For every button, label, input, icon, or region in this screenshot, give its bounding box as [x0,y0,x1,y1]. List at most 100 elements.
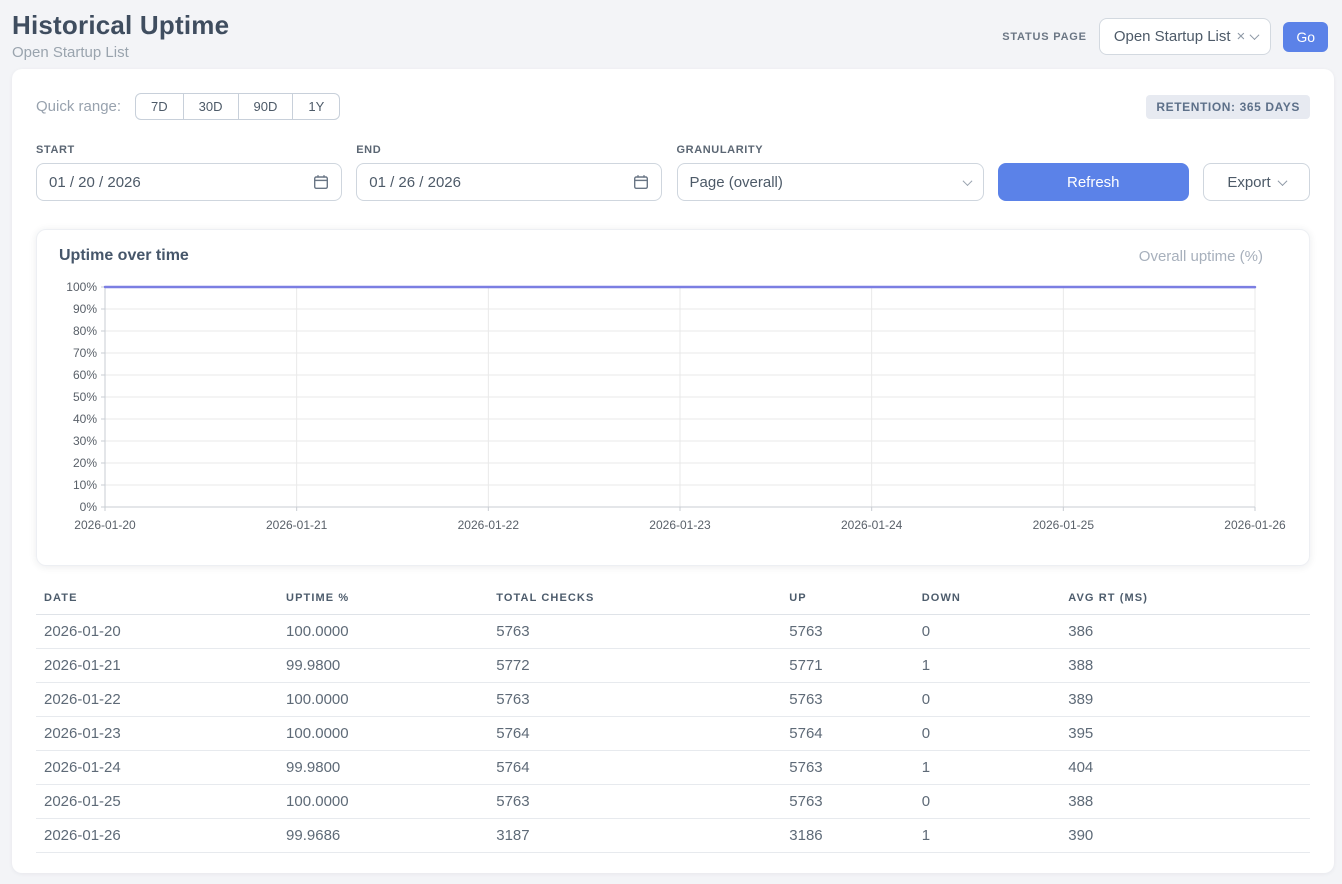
table-cell: 100.0000 [278,615,488,649]
table-cell: 5764 [488,717,781,751]
table-cell: 0 [914,615,1061,649]
granularity-value: Page (overall) [690,174,783,191]
table-cell: 100.0000 [278,683,488,717]
filter-row: START 01 / 20 / 2026 END 01 / 26 / 2026 [36,144,1310,201]
column-header-avg-rt: AVG RT (MS) [1060,588,1310,615]
svg-text:2026-01-20: 2026-01-20 [74,518,136,532]
svg-text:10%: 10% [73,478,97,492]
table-cell: 5771 [781,649,913,683]
calendar-icon[interactable] [313,174,329,190]
svg-text:60%: 60% [73,368,97,382]
table-row: 2026-01-2699.9686318731861390 [36,819,1310,853]
table-row: 2026-01-20100.0000576357630386 [36,615,1310,649]
end-date-label: END [356,144,662,156]
table-cell: 1 [914,819,1061,853]
table-header-row: DATE UPTIME % TOTAL CHECKS UP DOWN AVG R… [36,588,1310,615]
quick-range-1y-button[interactable]: 1Y [293,93,340,120]
table-cell: 5763 [781,615,913,649]
uptime-chart-svg: 0%10%20%30%40%50%60%70%80%90%100%2026-01… [59,277,1287,535]
chart-legend: Overall uptime (%) [1139,248,1263,265]
column-header-uptime: UPTIME % [278,588,488,615]
main-panel: Quick range: 7D 30D 90D 1Y RETENTION: 36… [12,69,1334,873]
top-bar: Historical Uptime Open Startup List STAT… [0,0,1342,69]
table-cell: 5763 [488,683,781,717]
table-cell: 5763 [488,615,781,649]
quick-range-label: Quick range: [36,98,121,115]
column-header-up: UP [781,588,913,615]
status-page-select-value: Open Startup List [1114,28,1231,45]
table-cell: 100.0000 [278,785,488,819]
chart-title: Uptime over time [59,247,189,265]
export-button[interactable]: Export [1203,163,1310,201]
clear-selection-icon[interactable]: × [1237,29,1246,44]
quick-range-30d-button[interactable]: 30D [184,93,239,120]
svg-text:2026-01-26: 2026-01-26 [1224,518,1286,532]
table-cell: 5763 [781,751,913,785]
table-cell: 1 [914,649,1061,683]
chevron-down-icon [1277,176,1287,186]
svg-text:2026-01-25: 2026-01-25 [1033,518,1095,532]
start-date-label: START [36,144,342,156]
table-row: 2026-01-25100.0000576357630388 [36,785,1310,819]
svg-text:30%: 30% [73,434,97,448]
retention-badge: RETENTION: 365 DAYS [1146,95,1310,119]
start-date-input[interactable]: 01 / 20 / 2026 [36,163,342,201]
granularity-group: GRANULARITY Page (overall) [677,144,984,201]
table-cell: 386 [1060,615,1310,649]
table-cell: 388 [1060,785,1310,819]
svg-text:40%: 40% [73,412,97,426]
svg-text:2026-01-22: 2026-01-22 [458,518,520,532]
uptime-table-body: 2026-01-20100.00005763576303862026-01-21… [36,615,1310,853]
table-cell: 2026-01-20 [36,615,278,649]
table-cell: 390 [1060,819,1310,853]
svg-text:70%: 70% [73,346,97,360]
table-cell: 0 [914,785,1061,819]
table-cell: 2026-01-21 [36,649,278,683]
table-cell: 5764 [488,751,781,785]
refresh-button[interactable]: Refresh [998,163,1189,201]
status-page-label: STATUS PAGE [1002,31,1087,43]
granularity-label: GRANULARITY [677,144,984,156]
table-cell: 395 [1060,717,1310,751]
status-page-select[interactable]: Open Startup List × [1099,18,1272,55]
end-date-group: END 01 / 26 / 2026 [356,144,662,201]
svg-text:20%: 20% [73,456,97,470]
table-row: 2026-01-2499.9800576457631404 [36,751,1310,785]
granularity-select[interactable]: Page (overall) [677,163,984,201]
table-cell: 5764 [781,717,913,751]
svg-text:2026-01-21: 2026-01-21 [266,518,328,532]
table-cell: 99.9800 [278,751,488,785]
quick-range-7d-button[interactable]: 7D [135,93,184,120]
quick-range-90d-button[interactable]: 90D [239,93,294,120]
page-subtitle: Open Startup List [12,44,229,61]
column-header-down: DOWN [914,588,1061,615]
table-cell: 100.0000 [278,717,488,751]
table-cell: 99.9800 [278,649,488,683]
table-row: 2026-01-22100.0000576357630389 [36,683,1310,717]
table-cell: 1 [914,751,1061,785]
export-button-label: Export [1227,174,1270,191]
chevron-down-icon [962,176,972,186]
page-heading: Historical Uptime Open Startup List [12,10,229,61]
column-header-date: DATE [36,588,278,615]
end-date-input[interactable]: 01 / 26 / 2026 [356,163,662,201]
table-cell: 404 [1060,751,1310,785]
table-cell: 2026-01-25 [36,785,278,819]
svg-text:100%: 100% [66,280,97,294]
table-cell: 2026-01-22 [36,683,278,717]
table-cell: 5772 [488,649,781,683]
column-header-total-checks: TOTAL CHECKS [488,588,781,615]
table-row: 2026-01-2199.9800577257711388 [36,649,1310,683]
table-cell: 5763 [781,683,913,717]
svg-text:2026-01-23: 2026-01-23 [649,518,711,532]
svg-text:2026-01-24: 2026-01-24 [841,518,903,532]
go-button[interactable]: Go [1283,22,1328,52]
page-title: Historical Uptime [12,10,229,41]
uptime-table: DATE UPTIME % TOTAL CHECKS UP DOWN AVG R… [36,588,1310,853]
table-cell: 0 [914,717,1061,751]
table-cell: 2026-01-26 [36,819,278,853]
calendar-icon[interactable] [633,174,649,190]
start-date-value: 01 / 20 / 2026 [49,174,141,191]
table-cell: 0 [914,683,1061,717]
quick-range-row: Quick range: 7D 30D 90D 1Y RETENTION: 36… [36,93,1310,120]
